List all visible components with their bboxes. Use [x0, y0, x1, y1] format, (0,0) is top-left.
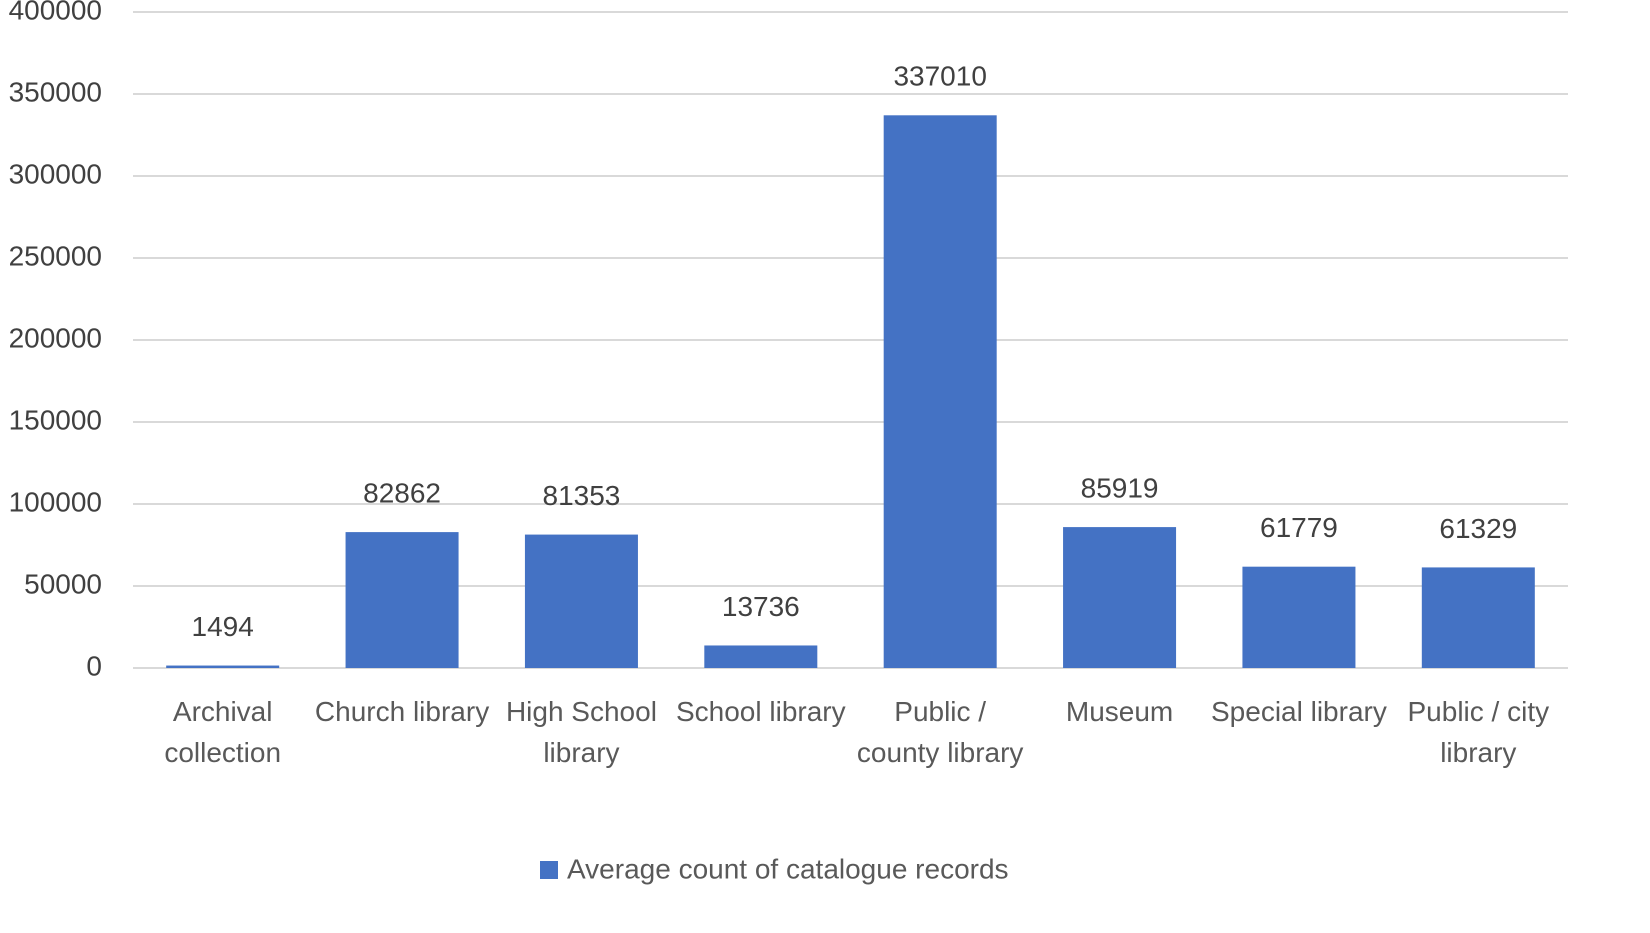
data-label: 1494	[192, 611, 254, 642]
data-label: 61779	[1260, 512, 1338, 543]
data-label: 81353	[543, 480, 621, 511]
y-tick-label: 50000	[24, 568, 102, 599]
data-label: 85919	[1081, 472, 1159, 503]
x-tick-label: Museum	[1065, 696, 1174, 727]
bar	[1421, 567, 1535, 668]
y-tick-label: 100000	[9, 486, 102, 517]
x-tick-label: School library	[675, 696, 846, 727]
y-tick-label: 0	[86, 650, 102, 681]
x-tick-label: High School library	[505, 696, 657, 768]
data-label: 61329	[1439, 513, 1517, 544]
legend-swatch	[540, 861, 558, 879]
y-tick-label: 250000	[9, 240, 102, 271]
y-tick-label: 300000	[9, 158, 102, 189]
legend-label: Average count of catalogue records	[567, 853, 1009, 884]
bar	[166, 665, 280, 668]
x-tick-label: Church library	[314, 696, 490, 727]
bar	[524, 534, 638, 668]
y-tick-label: 400000	[9, 0, 102, 25]
data-label: 337010	[893, 61, 986, 92]
x-tick-label: Special library	[1211, 696, 1387, 727]
y-tick-label: 150000	[9, 404, 102, 435]
bar	[704, 645, 818, 668]
y-tick-label: 200000	[9, 322, 102, 353]
bar	[883, 115, 997, 669]
x-tick-label: Public / city library	[1407, 696, 1550, 768]
data-label: 82862	[363, 477, 441, 508]
bar	[345, 532, 459, 668]
y-tick-label: 350000	[9, 76, 102, 107]
bar	[1242, 566, 1356, 668]
x-tick-label: Archival collection	[164, 696, 282, 768]
bar	[1063, 527, 1177, 668]
x-tick-label: Public / county library	[856, 696, 1024, 768]
data-label: 13736	[722, 591, 800, 622]
